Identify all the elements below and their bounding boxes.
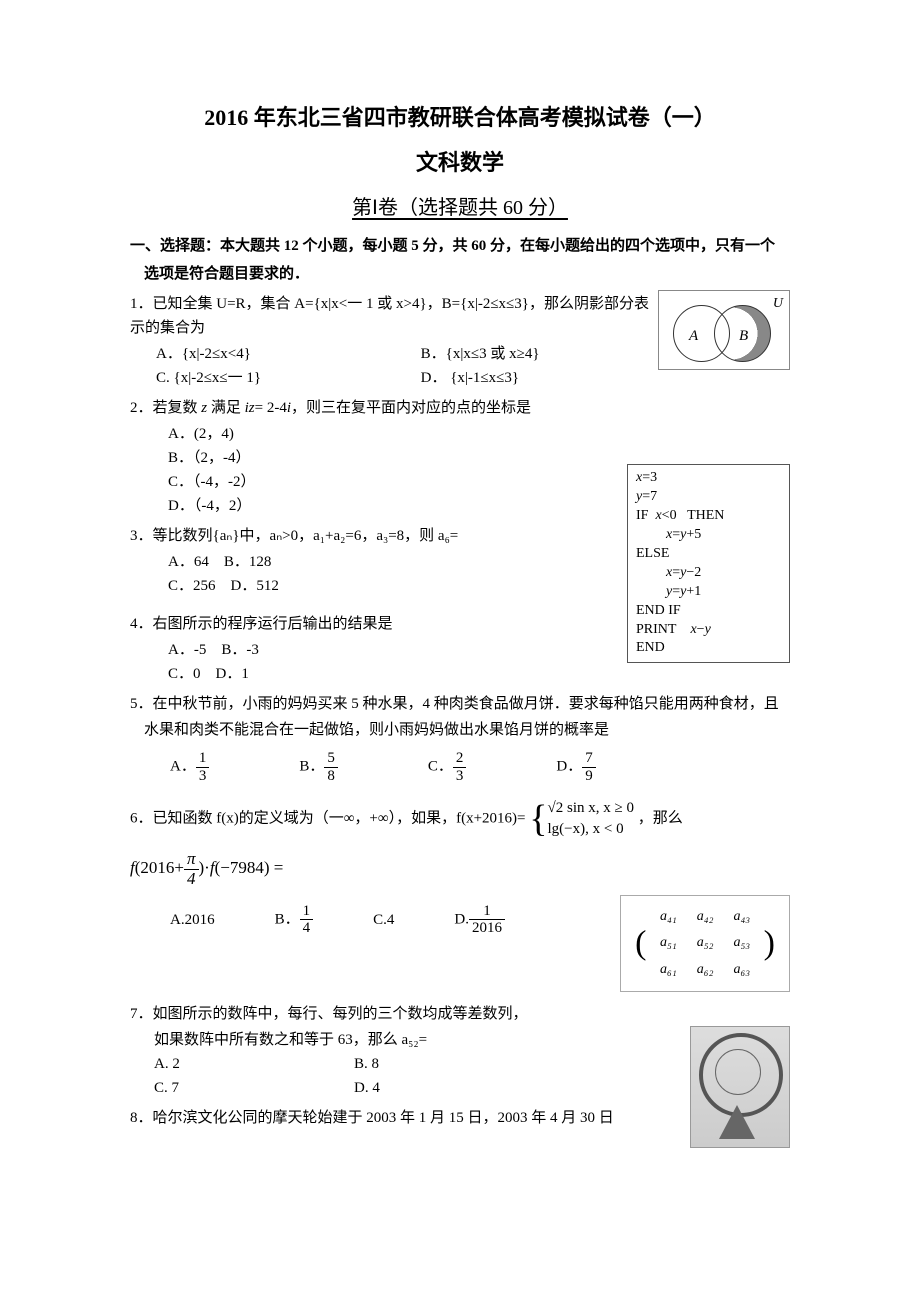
q7-opt-a: A. 2 xyxy=(154,1052,354,1076)
q5-opt-c: C．23 xyxy=(428,750,467,784)
q2-t1: 2．若复数 xyxy=(130,400,201,416)
instructions-line1: 一、选择题：本大题共 12 个小题，每小题 5 分，共 60 分，在每小题给出的… xyxy=(130,234,790,258)
q6-expr: f(2016+π4)·f(−7984) = xyxy=(130,850,790,888)
title-sub: 文科数学 xyxy=(130,145,790,180)
q2-t3: = 2-4 xyxy=(255,400,287,416)
q1-opt-b: B．{x|x≤3 或 x≥4} xyxy=(421,342,650,366)
q7-stem1: 7．如图所示的数阵中，每行、每列的三个数均成等差数列， xyxy=(130,1002,790,1026)
matrix-figure: ( a₄₁a₄₂a₄₃ a₅₁a₅₂a₅₃ a₆₁a₆₂a₆₃ ) xyxy=(620,895,790,992)
q6-opt-d: D.12016 xyxy=(454,903,505,937)
q1-opt-d: D． {x|-1≤x≤3} xyxy=(421,366,650,390)
q1-opt-a: A．{x|-2≤x<4} xyxy=(156,342,421,366)
venn-u-label: U xyxy=(773,293,783,315)
q4-opt-c: C．0 xyxy=(168,666,201,682)
q7-opt-c: C. 7 xyxy=(154,1076,354,1100)
q2-t4: ，则三在复平面内对应的点的坐标是 xyxy=(291,400,531,416)
q2-stem: 2．若复数 z 满足 iz= 2-4i，则三在复平面内对应的点的坐标是 xyxy=(130,396,790,420)
code-box: x=3 y=7 IF x<0 THEN x=y+5 ELSE x=y−2 y=y… xyxy=(627,464,790,663)
q7-opt-b: B. 8 xyxy=(354,1052,379,1076)
q6-stem: 6．已知函数 f(x)的定义域为（一∞，+∞），如果，f(x+2016)= { … xyxy=(130,798,790,840)
q6-opt-c: C.4 xyxy=(373,908,394,932)
q7-opt-d: D. 4 xyxy=(354,1076,380,1100)
venn-diagram: U A B xyxy=(658,290,790,370)
q3-opt-d: D．512 xyxy=(231,578,279,594)
q3-opt-a: A．64 xyxy=(168,554,209,570)
q3-opt-b: B．128 xyxy=(224,554,272,570)
q1-opt-c: C. {x|-2≤x≤一 1} xyxy=(156,366,421,390)
q6-opt-b: B．14 xyxy=(275,903,314,937)
venn-b-label: B xyxy=(739,324,748,348)
title-section: 第Ⅰ卷（选择题共 60 分） xyxy=(130,192,790,224)
venn-a-label: A xyxy=(689,324,698,348)
q2-t2: 满足 xyxy=(207,400,245,416)
q6-opt-a: A.2016 xyxy=(170,908,215,932)
q2-opt-a: A．(2，4) xyxy=(168,422,790,446)
instructions-line2: 选项是符合题目要求的． xyxy=(144,262,790,286)
q6-case2: lg(−x), x < 0 xyxy=(548,821,624,837)
q4-opt-d: D．1 xyxy=(216,666,249,682)
q5-opt-d: D．79 xyxy=(556,750,595,784)
q2-iz: iz xyxy=(245,400,255,416)
q6-case1: √2 sin x, x ≥ 0 xyxy=(548,800,634,816)
title-main: 2016 年东北三省四市教研联合体高考模拟试卷（一） xyxy=(130,100,790,135)
q4-opt-a: A．-5 xyxy=(168,642,206,658)
ferris-wheel-figure xyxy=(690,1026,790,1148)
q5-opt-b: B．58 xyxy=(299,750,338,784)
q4-opt-b: B．-3 xyxy=(221,642,259,658)
q3-opt-c: C．256 xyxy=(168,578,216,594)
q5-opt-a: A．13 xyxy=(170,750,209,784)
q5-stem1: 5．在中秋节前，小雨的妈妈买来 5 种水果，4 种肉类食品做月饼．要求每种馅只能… xyxy=(130,692,790,716)
q5-stem2: 水果和肉类不能混合在一起做馅，则小雨妈妈做出水果馅月饼的概率是 xyxy=(144,718,790,742)
